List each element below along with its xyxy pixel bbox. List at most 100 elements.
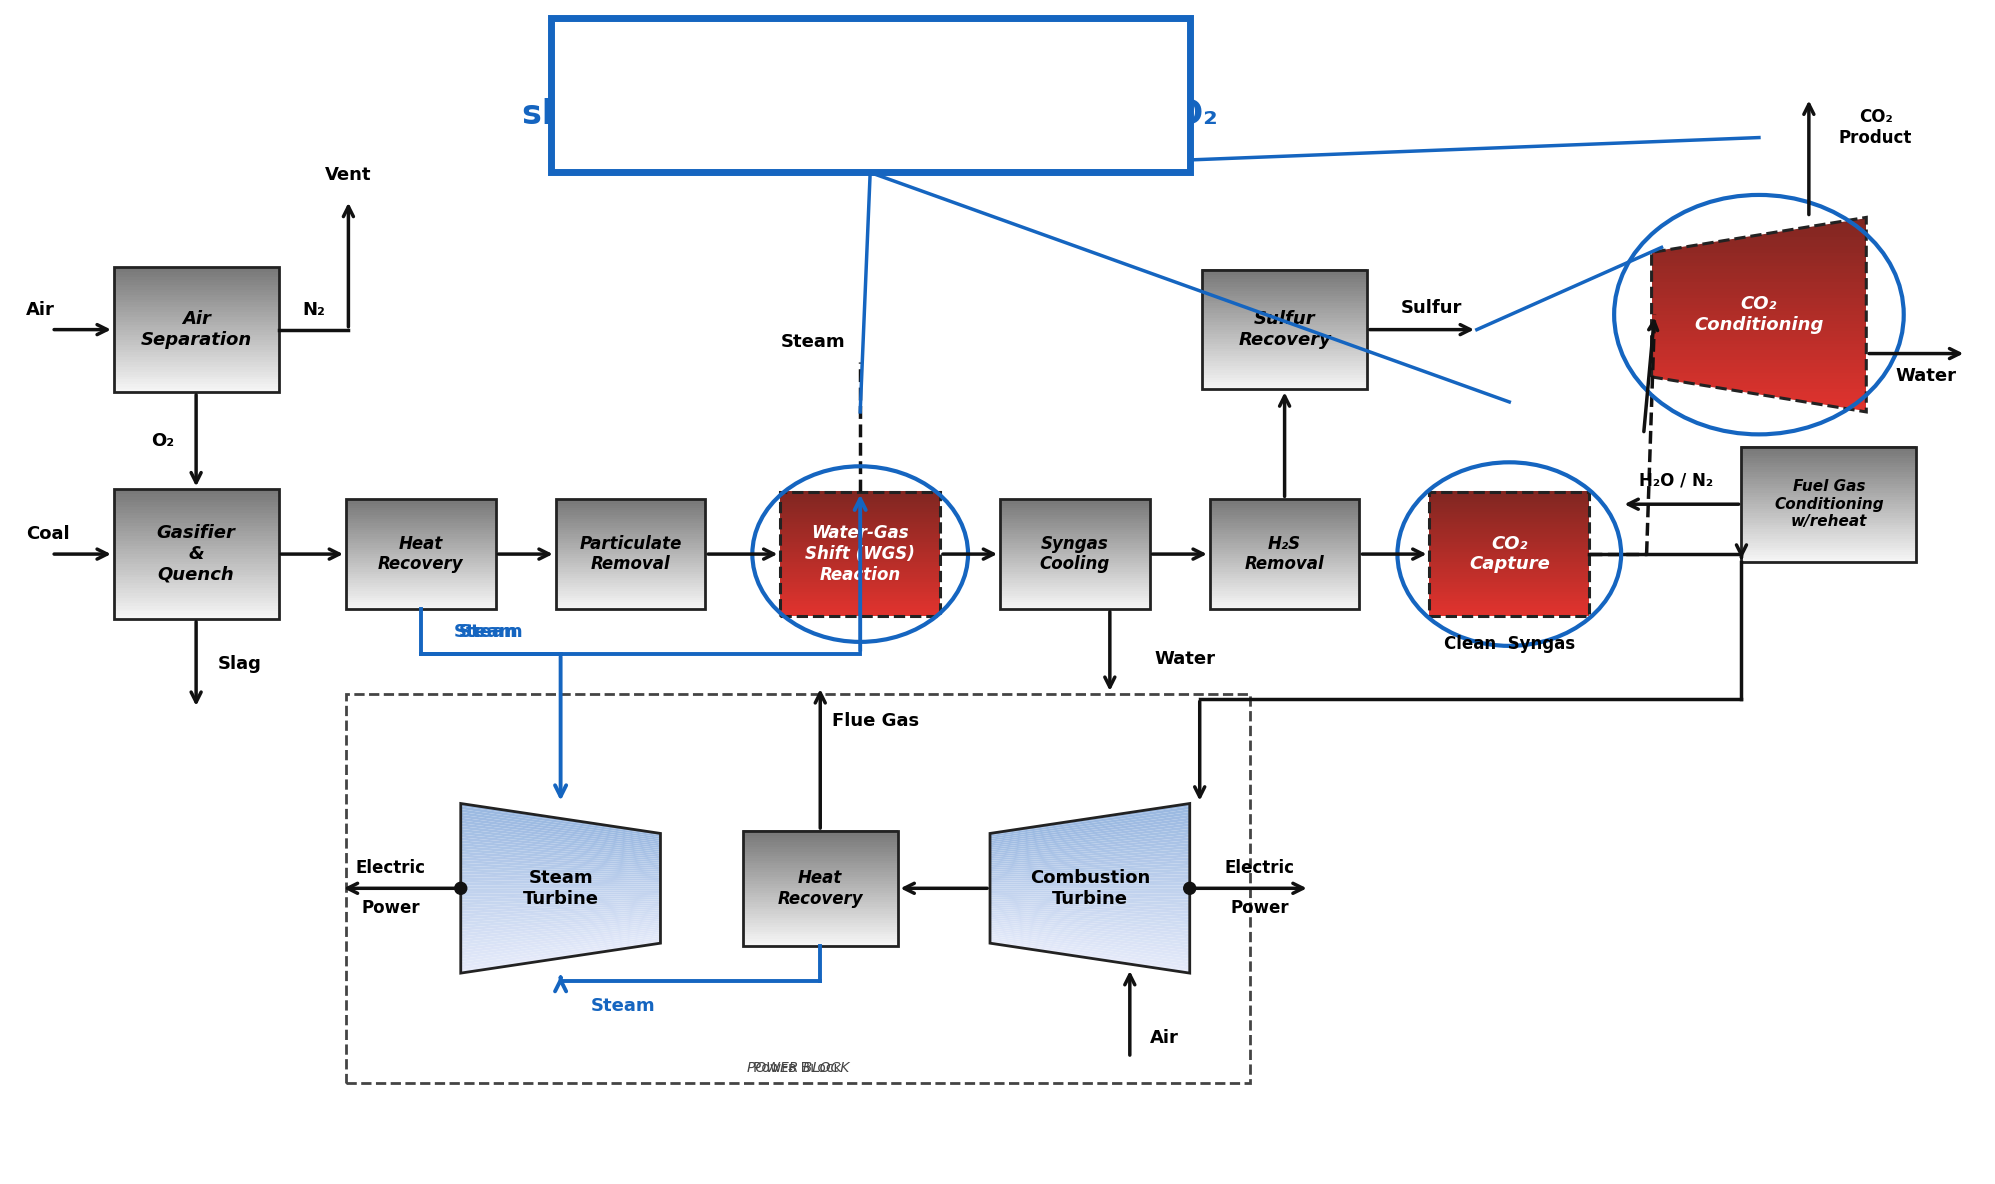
Bar [114, 489, 279, 491]
Bar [114, 279, 279, 282]
Bar [742, 886, 898, 888]
Polygon shape [990, 927, 1189, 951]
Bar [742, 937, 898, 939]
Bar [557, 508, 706, 510]
Bar [742, 876, 898, 880]
Polygon shape [1646, 212, 1871, 252]
Bar [1742, 556, 1917, 559]
Bar [1203, 313, 1367, 315]
Polygon shape [1652, 289, 1865, 292]
Polygon shape [990, 849, 1189, 864]
Polygon shape [1652, 356, 1865, 360]
Bar [114, 297, 279, 300]
Polygon shape [990, 871, 1189, 880]
Bar [114, 530, 279, 533]
Bar [742, 890, 898, 893]
Bar [1203, 271, 1367, 275]
Polygon shape [461, 924, 660, 945]
Polygon shape [990, 888, 1189, 892]
Polygon shape [1652, 334, 1865, 337]
Bar [345, 554, 495, 556]
Text: Steam: Steam [591, 997, 654, 1015]
Bar [557, 570, 706, 572]
Bar [780, 601, 940, 604]
Polygon shape [1652, 276, 1865, 279]
Bar [1428, 601, 1590, 604]
Bar [1428, 579, 1590, 581]
Polygon shape [1708, 240, 1865, 244]
Polygon shape [1652, 337, 1865, 341]
Bar [1428, 514, 1590, 516]
Polygon shape [461, 821, 660, 847]
Polygon shape [990, 915, 1189, 933]
Bar [1209, 511, 1359, 515]
Bar [1428, 596, 1590, 599]
Bar [1742, 485, 1917, 488]
Bar [114, 592, 279, 596]
Bar [1428, 511, 1590, 514]
Bar [345, 508, 495, 510]
Polygon shape [461, 915, 660, 933]
Bar [1742, 463, 1917, 465]
Bar [114, 570, 279, 572]
Bar [742, 869, 898, 873]
Bar [1209, 534, 1359, 536]
Bar [1742, 449, 1917, 451]
Polygon shape [990, 874, 1189, 881]
Bar [345, 694, 1249, 1083]
Bar [345, 591, 495, 593]
Bar [114, 336, 279, 340]
Bar [1742, 476, 1917, 480]
Bar [1742, 552, 1917, 554]
Bar [999, 521, 1149, 523]
Polygon shape [1652, 289, 1865, 292]
Polygon shape [461, 857, 660, 870]
Bar [1428, 577, 1590, 579]
Bar [557, 529, 706, 532]
Bar [114, 590, 279, 593]
Bar [114, 369, 279, 372]
Bar [114, 347, 279, 349]
Bar [557, 523, 706, 526]
Polygon shape [990, 900, 1189, 908]
Bar [999, 534, 1149, 536]
Bar [114, 572, 279, 575]
Bar [1209, 598, 1359, 600]
Bar [999, 575, 1149, 578]
Bar [742, 918, 898, 920]
Polygon shape [1652, 269, 1865, 272]
Bar [1209, 539, 1359, 541]
Bar [1203, 379, 1367, 382]
Bar [742, 906, 898, 909]
Bar [1209, 509, 1359, 513]
Bar [114, 517, 279, 521]
Bar [780, 526, 940, 529]
Bar [999, 588, 1149, 591]
Bar [1209, 604, 1359, 606]
Bar [557, 583, 706, 585]
Polygon shape [461, 935, 660, 965]
Bar [114, 585, 279, 587]
Bar [345, 573, 495, 577]
Text: POWER BLOCK: POWER BLOCK [746, 1061, 850, 1075]
Bar [114, 616, 279, 619]
Bar [999, 514, 1149, 516]
Bar [1203, 341, 1367, 345]
Bar [742, 832, 898, 836]
Bar [1209, 514, 1359, 516]
Polygon shape [1652, 279, 1865, 282]
Bar [557, 567, 706, 570]
Bar [1742, 474, 1917, 477]
Bar [780, 514, 940, 516]
Polygon shape [1652, 369, 1865, 373]
Bar [1742, 446, 1917, 561]
Bar [1742, 495, 1917, 497]
Bar [345, 558, 495, 561]
Bar [1428, 556, 1590, 559]
Bar [345, 514, 495, 516]
Bar [345, 549, 495, 552]
Bar [780, 507, 940, 509]
Polygon shape [1652, 292, 1865, 295]
Polygon shape [990, 914, 1189, 931]
Bar [999, 532, 1149, 534]
